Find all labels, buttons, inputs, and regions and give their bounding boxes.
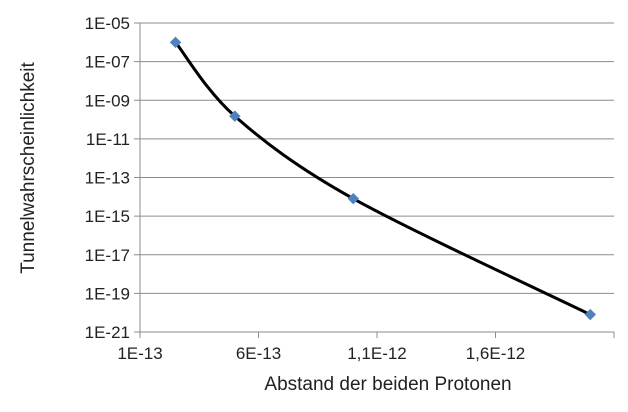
y-tick-label: 1E-15 <box>85 207 130 226</box>
data-point-marker <box>169 36 182 49</box>
y-tick-label: 1E-17 <box>85 246 130 265</box>
x-tick-label: 1E-13 <box>117 344 162 363</box>
data-point-marker <box>584 308 597 321</box>
data-point-marker <box>347 192 360 205</box>
y-axis-title: Tunnelwahrscheinlichkeit <box>18 61 39 273</box>
axes <box>134 22 615 338</box>
x-axis-title: Abstand der beiden Protonen <box>264 374 511 395</box>
y-tick-label: 1E-11 <box>86 130 130 149</box>
y-tick-label: 1E-13 <box>85 169 130 188</box>
x-tick-label: 1,1E-12 <box>347 344 407 363</box>
x-tick-label: 1,6E-12 <box>466 344 526 363</box>
data-series <box>169 36 597 321</box>
y-tick-label: 1E-09 <box>85 91 130 110</box>
y-tick-label: 1E-05 <box>85 14 130 33</box>
y-tick-label: 1E-19 <box>85 284 130 303</box>
series-line <box>174 41 591 316</box>
y-tick-label: 1E-21 <box>85 323 130 342</box>
data-point-marker <box>229 110 241 122</box>
y-tick-label: 1E-07 <box>85 53 130 72</box>
tick-labels: 1E-05 1E-07 1E-09 1E-11 1E-13 1E-15 1E-17 1E-19… <box>85 14 526 363</box>
x-tick-label: 6E-13 <box>236 344 281 363</box>
